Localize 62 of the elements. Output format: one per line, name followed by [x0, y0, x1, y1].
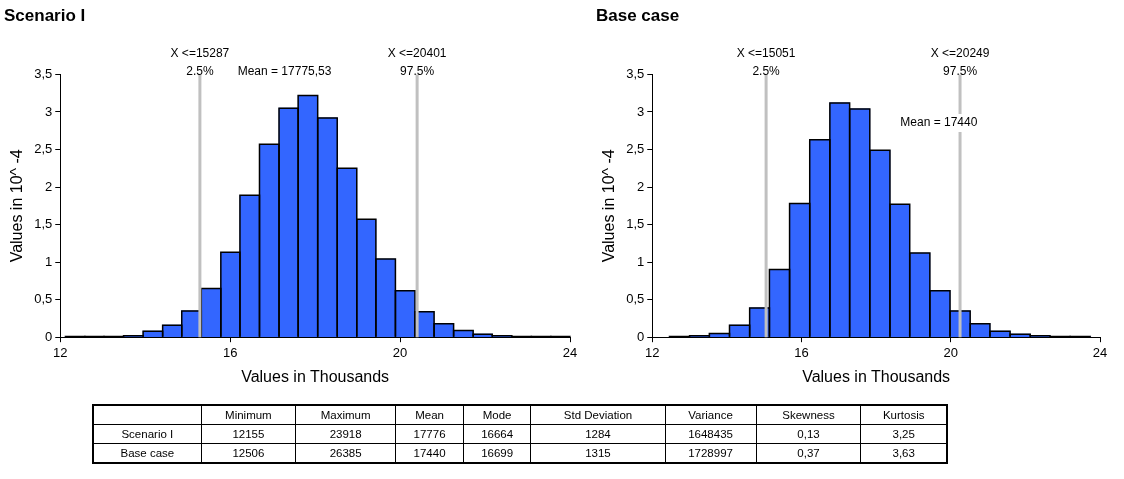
y-tick-label: 0,5	[34, 291, 53, 307]
text: 17440	[413, 447, 446, 459]
text: 1728997	[688, 447, 733, 459]
category-label: Std Deviation	[530, 405, 666, 425]
y-tick-label: 0	[637, 328, 645, 344]
ref-line-label: X <=15051 2.5%	[736, 45, 796, 78]
category-label: Maximum	[295, 405, 396, 425]
y-tick-label: 2,5	[34, 141, 53, 157]
text: 1284	[585, 428, 611, 440]
y-tick-label: 0,5	[626, 291, 645, 307]
x-tick-label: 12	[645, 344, 660, 360]
y-tick-label: 1,5	[34, 216, 53, 232]
category-label: Mean	[395, 405, 464, 425]
ref-line-label: X <=15287 2.5%	[170, 45, 230, 78]
text: 1315	[585, 447, 611, 459]
category-label: Kurtosis	[860, 405, 947, 425]
text: 3,25	[892, 428, 915, 440]
x-tick-label: 20	[943, 344, 958, 360]
category-label: Skewness	[756, 405, 861, 425]
x-tick-label: 12	[53, 344, 68, 360]
chart-title: Base case	[596, 5, 680, 25]
x-tick-label: 16	[794, 344, 809, 360]
y-tick-label: 1,5	[626, 216, 645, 232]
y-tick-label: 1	[45, 253, 53, 269]
y-tick-label: 3,5	[34, 65, 53, 81]
text: 0,37	[797, 447, 820, 459]
category-label: Scenario I	[121, 428, 174, 440]
ref-line-label: X <=20249 97.5%	[930, 45, 990, 78]
x-tick-label: 16	[222, 344, 238, 360]
annotation: Mean = 17775,53	[237, 64, 332, 79]
text: 26385	[329, 447, 362, 459]
y-tick-label: 2	[45, 178, 53, 194]
text: 12506	[232, 447, 265, 459]
x-tick-label: 24	[562, 344, 578, 360]
y-tick-label: 2	[637, 178, 645, 194]
x-tick-label: 24	[1092, 344, 1108, 360]
text: 17776	[413, 428, 446, 440]
y-tick-label: 3	[45, 103, 53, 119]
category-label: Minimum	[201, 405, 296, 425]
y-axis-title: Values in 10^ -4	[600, 149, 618, 263]
chart-title: Scenario I	[4, 5, 86, 25]
y-axis-title: Values in 10^ -4	[8, 149, 26, 263]
text: 1648435	[688, 428, 733, 440]
category-label: Mode	[463, 405, 531, 425]
ref-line-label: X <=20401 97.5%	[387, 45, 447, 78]
y-tick-label: 1	[637, 253, 645, 269]
text: 16699	[481, 447, 514, 459]
text: 3,63	[892, 447, 915, 459]
x-axis-title: Values in Thousands	[241, 367, 390, 385]
text: 23918	[329, 428, 362, 440]
annotation: Mean = 17440	[900, 115, 978, 130]
x-tick-label: 20	[392, 344, 408, 360]
text: 0,13	[797, 428, 820, 440]
y-tick-label: 0	[45, 328, 53, 344]
category-label: Variance	[665, 405, 757, 425]
x-axis-title: Values in Thousands	[802, 367, 951, 385]
text: 16664	[481, 428, 514, 440]
category-label: Base case	[120, 447, 175, 459]
y-tick-label: 2,5	[626, 141, 645, 157]
y-tick-label: 3	[637, 103, 645, 119]
text: 12155	[232, 428, 265, 440]
y-tick-label: 3,5	[626, 65, 645, 81]
